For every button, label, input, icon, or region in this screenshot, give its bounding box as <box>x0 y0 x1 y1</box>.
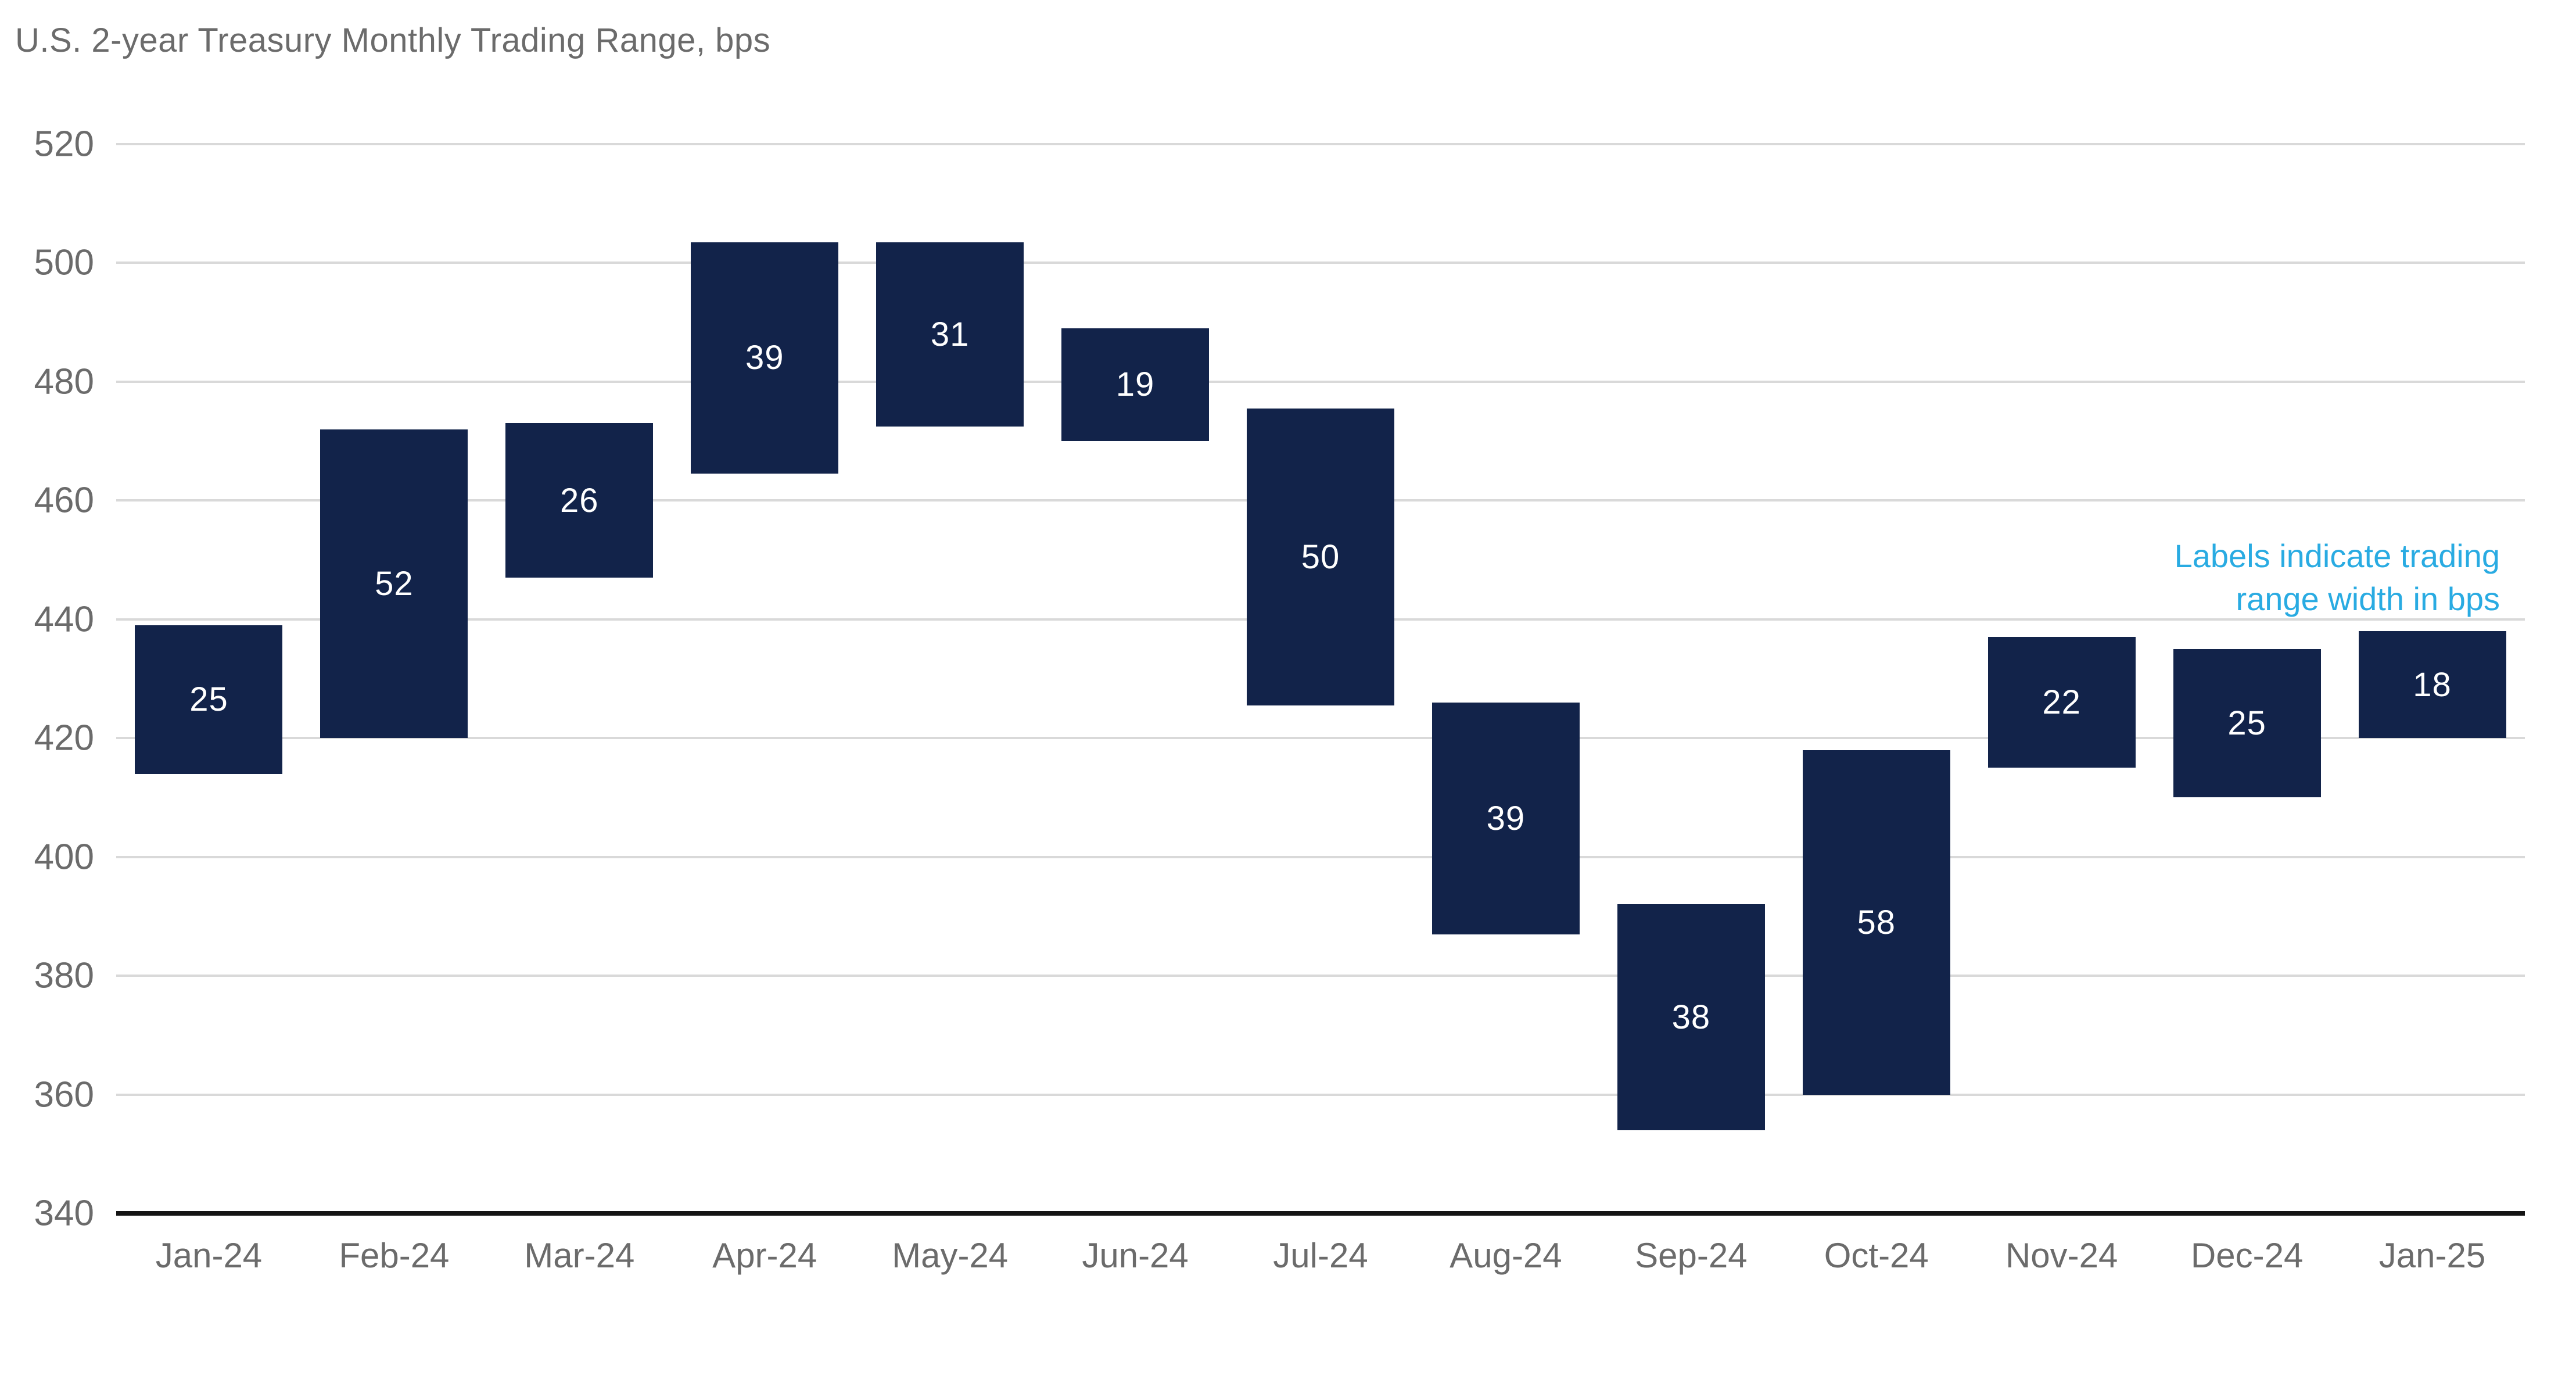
gridline-520 <box>116 143 2525 145</box>
bar-data-label: 18 <box>2413 665 2452 704</box>
bar-data-label: 38 <box>1671 998 1711 1037</box>
bar-data-label: 50 <box>1301 538 1340 576</box>
bar-data-label: 52 <box>375 564 414 603</box>
x-tick-label-jan-25: Jan-25 <box>2378 1236 2486 1275</box>
gridline-400 <box>116 855 2525 858</box>
range-bar-dec-24: 25 <box>2173 649 2321 798</box>
range-bar-nov-24: 22 <box>1987 637 2136 768</box>
gridline-480 <box>116 380 2525 383</box>
range-bar-may-24: 31 <box>876 242 1024 427</box>
y-tick-label-340: 340 <box>34 1193 94 1234</box>
y-tick-label-420: 420 <box>34 718 94 758</box>
x-tick-label-aug-24: Aug-24 <box>1450 1236 1562 1275</box>
x-axis-baseline <box>116 1211 2525 1216</box>
y-tick-label-380: 380 <box>34 955 94 996</box>
x-tick-label-jul-24: Jul-24 <box>1273 1236 1368 1275</box>
x-tick-label-dec-24: Dec-24 <box>2190 1236 2304 1275</box>
annotation-line-1: Labels indicate trading <box>2174 538 2500 574</box>
x-tick-label-jun-24: Jun-24 <box>1082 1236 1189 1275</box>
bar-data-label: 39 <box>745 339 784 377</box>
y-tick-label-400: 400 <box>34 837 94 877</box>
y-tick-label-460: 460 <box>34 480 94 521</box>
y-tick-label-480: 480 <box>34 361 94 402</box>
range-bar-jul-24: 50 <box>1247 408 1394 705</box>
range-bar-sep-24: 38 <box>1617 904 1765 1130</box>
y-tick-label-440: 440 <box>34 599 94 640</box>
bar-data-label: 25 <box>189 680 228 719</box>
range-bar-apr-24: 39 <box>691 242 839 474</box>
range-bar-mar-24: 26 <box>505 423 654 578</box>
plot-area: 25 52 26 39 31 19 50 39 38 58 22 25 18 <box>116 143 2525 1216</box>
bar-data-label: 19 <box>1115 366 1155 404</box>
annotation-note: Labels indicate trading range width in b… <box>2175 535 2500 621</box>
range-bar-oct-24: 58 <box>1802 750 1950 1095</box>
bar-data-label: 58 <box>1857 903 1896 941</box>
range-bar-aug-24: 39 <box>1431 702 1580 934</box>
x-tick-label-sep-24: Sep-24 <box>1635 1236 1748 1275</box>
x-tick-label-may-24: May-24 <box>892 1236 1009 1275</box>
x-tick-label-oct-24: Oct-24 <box>1824 1236 1929 1275</box>
range-bar-jan-25: 18 <box>2358 631 2506 739</box>
x-axis-labels: Jan-24 Feb-24 Mar-24 Apr-24 May-24 Jun-24 Jul-… <box>116 1235 2525 1282</box>
bar-data-label: 26 <box>560 481 599 520</box>
bar-data-label: 22 <box>2042 683 2081 722</box>
range-bar-jan-24: 25 <box>135 625 283 774</box>
bar-data-label: 39 <box>1486 799 1526 837</box>
bars-layer: 25 52 26 39 31 19 50 39 38 58 22 25 18 <box>116 144 2525 1213</box>
range-bar-feb-24: 52 <box>320 429 468 739</box>
gridline-420 <box>116 737 2525 740</box>
x-tick-label-nov-24: Nov-24 <box>2005 1236 2118 1275</box>
y-tick-label-360: 360 <box>34 1074 94 1115</box>
chart-title: U.S. 2-year Treasury Monthly Trading Ran… <box>15 22 771 59</box>
gridline-360 <box>116 1093 2525 1096</box>
gridline-500 <box>116 261 2525 264</box>
x-tick-label-mar-24: Mar-24 <box>524 1236 635 1275</box>
x-tick-label-apr-24: Apr-24 <box>712 1236 817 1275</box>
y-axis-labels: 520 500 480 460 440 420 400 380 360 340 <box>0 124 94 1234</box>
y-tick-label-520: 520 <box>34 124 94 164</box>
y-tick-label-500: 500 <box>34 242 94 283</box>
annotation-line-2: range width in bps <box>2236 580 2500 617</box>
bar-data-label: 31 <box>930 315 970 353</box>
range-bar-jun-24: 19 <box>1061 328 1210 442</box>
bar-data-label: 25 <box>2227 704 2266 743</box>
x-tick-label-jan-24: Jan-24 <box>155 1236 263 1275</box>
gridline-380 <box>116 975 2525 977</box>
x-tick-label-feb-24: Feb-24 <box>339 1236 450 1275</box>
